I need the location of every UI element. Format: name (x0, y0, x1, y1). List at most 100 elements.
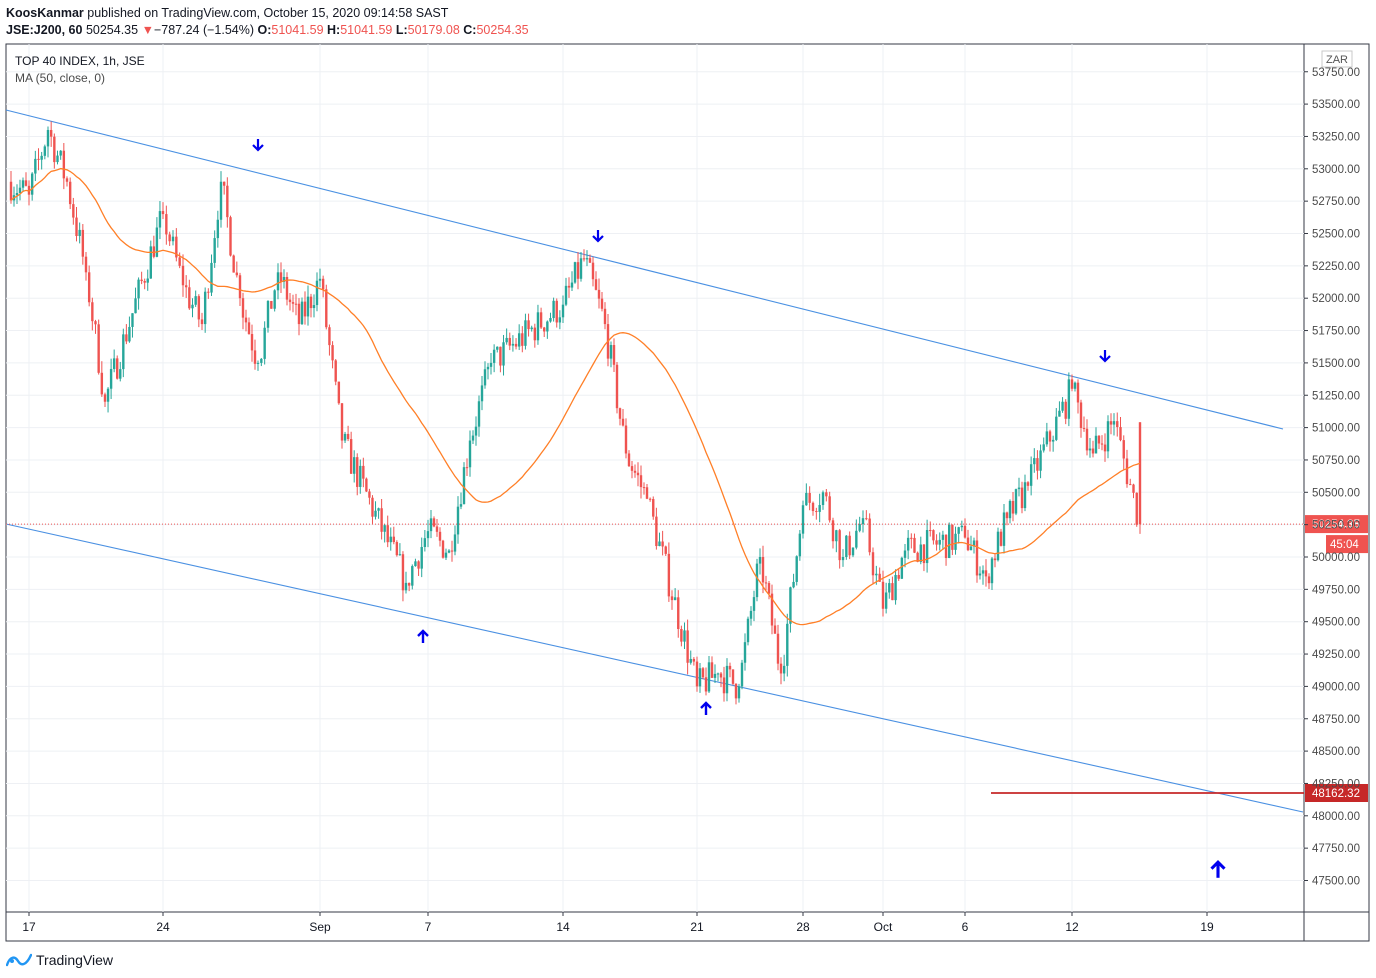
candle-down (1020, 487, 1024, 509)
candle-up (782, 665, 786, 674)
candle-up (496, 346, 499, 350)
candle-down (770, 593, 774, 626)
candle-up (579, 258, 583, 279)
candle-up (15, 193, 19, 196)
candle-down (435, 526, 439, 532)
candle-down (125, 334, 128, 342)
candle-down (1116, 421, 1119, 428)
footer-brand[interactable]: TradingView (6, 949, 113, 971)
candle-down (871, 552, 875, 576)
candle-down (1070, 379, 1074, 389)
candle-up (444, 552, 448, 558)
candle-down (368, 491, 371, 498)
candle-up (758, 557, 762, 564)
candle-up (315, 280, 319, 306)
candle-up (456, 506, 460, 535)
candle-up (707, 662, 711, 692)
candle-up (1055, 416, 1058, 440)
candle-up (411, 566, 414, 586)
publish-info: published on TradingView.com, October 15… (87, 6, 449, 20)
candle-up (851, 547, 855, 556)
candle-down (407, 582, 411, 586)
y-tick-label: 50750.00 (1312, 455, 1360, 467)
candle-up (835, 530, 838, 542)
candle-down (1103, 444, 1107, 452)
candle-down (543, 327, 546, 332)
candle-up (689, 658, 692, 663)
candle-up (941, 534, 945, 540)
y-tick-label: 53750.00 (1312, 67, 1360, 79)
candle-up (459, 504, 463, 507)
candle-down (881, 581, 885, 609)
candle-up (219, 181, 223, 220)
candle-down (152, 246, 156, 257)
candle-up (423, 538, 427, 547)
candle-up (483, 369, 487, 386)
indicator-label[interactable]: MA (50, close, 0) (15, 71, 106, 85)
last-price-badge (1305, 515, 1368, 534)
candle-up (213, 238, 216, 263)
candle-up (821, 492, 825, 506)
candle-down (1026, 482, 1030, 486)
candle-down (508, 337, 511, 346)
candle-up (343, 433, 347, 441)
candle-up (260, 358, 263, 363)
candle-down (392, 536, 396, 543)
candle-down (184, 285, 188, 288)
channel-lines[interactable] (5, 109, 1304, 813)
candle-down (630, 466, 634, 471)
time-axis[interactable]: 17 24 Sep 7 14 21 28 Oct 6 12 19 (22, 912, 1214, 934)
candle-down (1135, 492, 1138, 525)
candle-up (383, 525, 386, 532)
candle-down (331, 345, 334, 361)
candle-up (564, 285, 568, 305)
candle-down (37, 158, 40, 160)
candle-up (359, 465, 362, 487)
candle-up (795, 556, 798, 582)
candle-up (18, 187, 22, 194)
candle-down (270, 300, 273, 309)
candle-down (1132, 484, 1135, 493)
candle-down (624, 425, 628, 454)
candle-down (600, 298, 604, 309)
y-tick-label: 51000.00 (1312, 423, 1360, 435)
candle-up (109, 369, 113, 389)
candle-up (861, 518, 865, 525)
candle-up (925, 530, 929, 564)
candle-down (365, 478, 368, 492)
x-tick-label: 6 (962, 920, 969, 934)
candle-down (773, 625, 777, 634)
candle-down (761, 557, 765, 583)
candle-up (841, 557, 845, 561)
author-name[interactable]: KoosKanmar (6, 6, 84, 20)
arrow-up-icon (417, 629, 429, 643)
candle-down (53, 136, 56, 163)
candle-up (263, 327, 266, 359)
tradingview-logo-icon (6, 953, 32, 967)
candle-up (981, 570, 985, 574)
candle-down (1091, 448, 1095, 454)
arrow-down-icon (592, 230, 604, 243)
lower-trendline (5, 523, 1304, 813)
candle-down (247, 322, 251, 335)
price-overlays: 50254.35 45:04 48162.32 (6, 515, 1368, 802)
candle-up (1094, 435, 1098, 454)
candle-down (539, 312, 543, 328)
candle-down (811, 502, 815, 512)
candle-up (954, 533, 957, 550)
candle-down (767, 583, 771, 594)
candle-up (570, 282, 574, 288)
currency-badge (1321, 50, 1353, 68)
candle-up (46, 129, 50, 147)
candle-up (713, 673, 717, 678)
x-tick-label: 7 (425, 920, 432, 934)
candle-down (615, 364, 619, 409)
candle-down (831, 520, 835, 542)
y-tick-label: 51500.00 (1312, 358, 1360, 370)
candle-down (764, 582, 768, 584)
y-tick-label: 47500.00 (1312, 876, 1360, 888)
candle-up (1088, 448, 1092, 451)
candle-down (401, 554, 405, 591)
